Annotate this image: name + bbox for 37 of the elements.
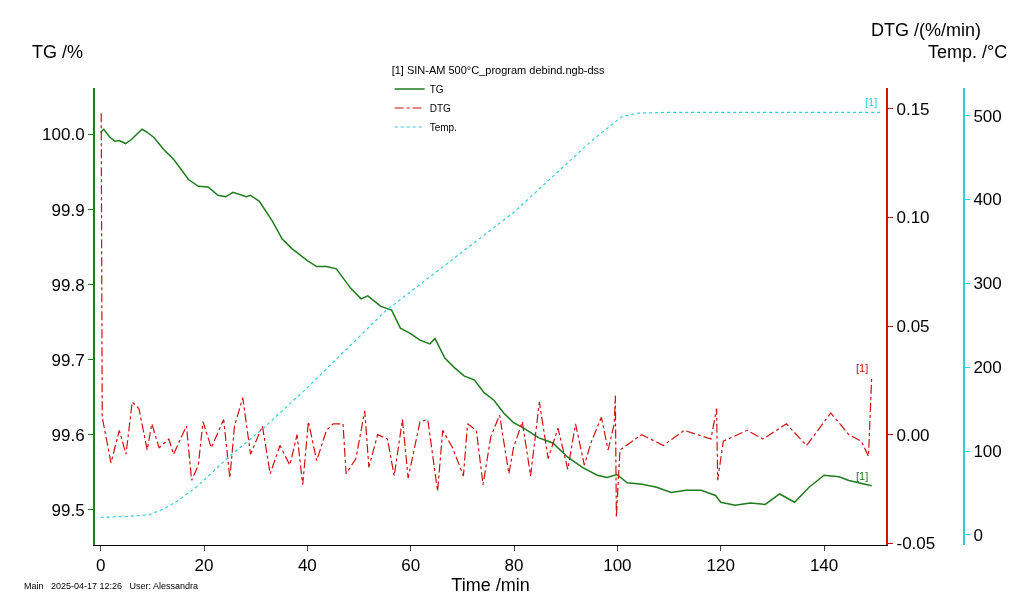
legend-label: Temp. [429, 121, 457, 133]
x-tick-label: 80 [504, 556, 524, 576]
x-tick-label: 20 [194, 556, 214, 576]
y-tick-label: 99.5 [51, 500, 85, 520]
y2-tick-label: -0.05 [896, 534, 936, 554]
y-tick-label: 99.8 [51, 275, 85, 295]
y2-tick-label: 0.00 [896, 425, 930, 445]
y-axis-title: TG /% [32, 42, 84, 62]
y3-axis-title: Temp. /°C [928, 42, 1008, 62]
x-tick-label: 100 [603, 556, 632, 576]
y2-tick-label: 0.15 [896, 99, 930, 119]
legend-label: DTG [429, 102, 451, 114]
x-tick-label: 120 [706, 556, 735, 576]
text: Main 2025-04-17 12:26 User: Alessandra [24, 581, 199, 591]
y3-tick-label: 100 [973, 442, 1002, 462]
annotation: [1] [856, 470, 869, 482]
x-tick-label: 40 [297, 556, 317, 576]
x-axis-title: Time /min [451, 575, 530, 596]
y-tick-label: 99.7 [51, 350, 85, 370]
y3-tick-label: 200 [973, 358, 1002, 378]
legend-label: TG [429, 83, 444, 95]
y-tick-label: 99.9 [51, 200, 85, 220]
y2-axis-title: DTG /(%/min) [871, 20, 981, 40]
x-tick-label: 0 [95, 556, 106, 576]
annotation: [1] [856, 362, 869, 374]
x-tick-label: 140 [809, 556, 839, 576]
y2-tick-label: 0.10 [896, 208, 930, 228]
y3-tick-label: 0 [973, 525, 983, 545]
y-tick-label: 100.0 [42, 125, 85, 145]
legend-title: [1] SIN-AM 500°C_program debind.ngb-dss [391, 64, 606, 77]
y3-tick-label: 400 [973, 190, 1002, 210]
y3-tick-label: 500 [973, 106, 1002, 126]
x-tick-label: 60 [401, 556, 421, 576]
y2-tick-label: 0.05 [896, 317, 930, 337]
y3-tick-label: 300 [973, 274, 1002, 294]
y-tick-label: 99.6 [51, 425, 85, 445]
annotation: [1] [865, 96, 878, 108]
